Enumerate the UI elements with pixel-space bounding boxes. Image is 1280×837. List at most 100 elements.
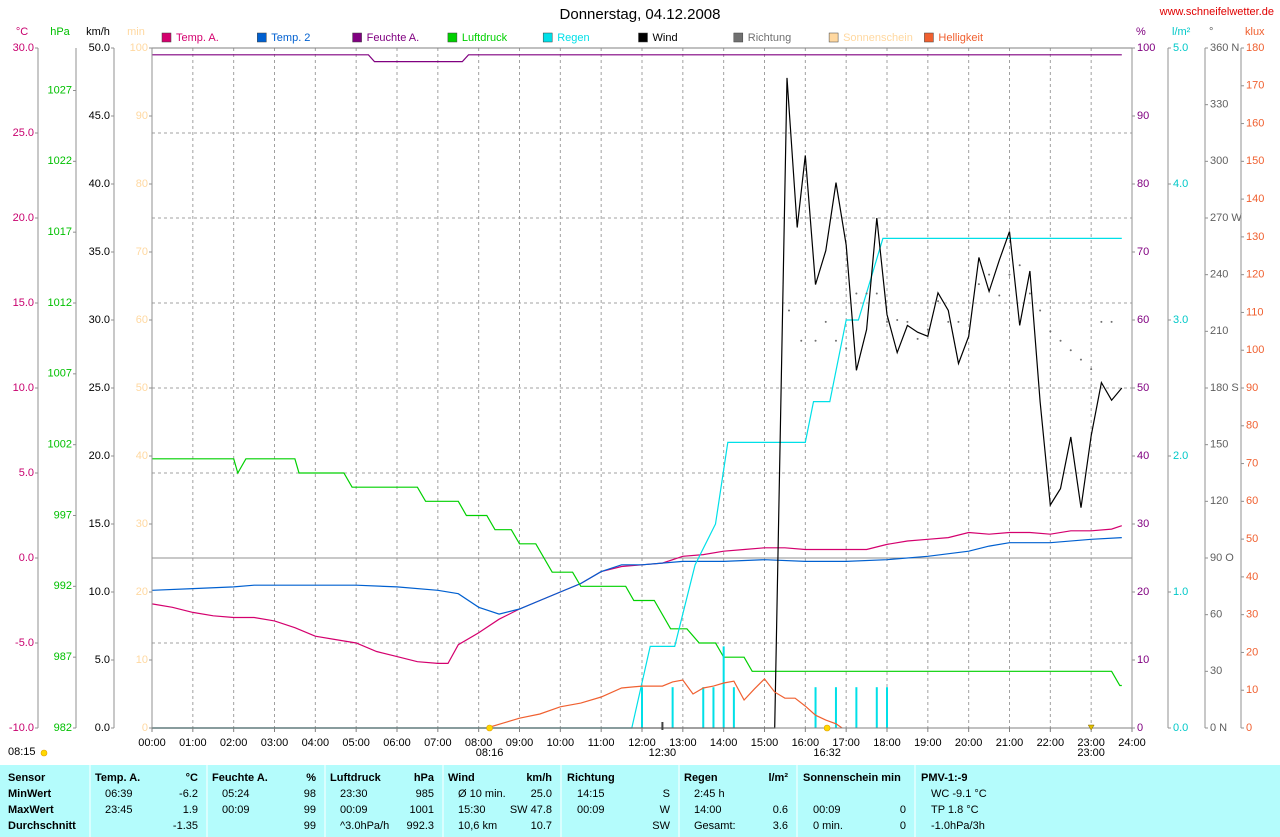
x-tick-label: 12:00 — [628, 737, 656, 749]
x-tick-label: 24:00 — [1118, 737, 1146, 749]
y-tick-label: 45.0 — [89, 110, 110, 122]
y-tick-label: 30.0 — [89, 314, 110, 326]
y-tick-label: 90 — [136, 110, 148, 122]
y-tick-label: 180 — [1246, 42, 1264, 54]
table-header: Regen — [684, 772, 718, 784]
y-tick-label: 60 — [1210, 609, 1222, 621]
table-cell: 06:39 — [105, 788, 133, 800]
direction-dot — [896, 319, 899, 321]
direction-dot — [800, 339, 803, 342]
table-cell: 00:09 — [222, 804, 250, 816]
legend-swatch — [733, 32, 744, 43]
y-tick-label: 40 — [1137, 450, 1149, 462]
y-tick-label: 982 — [54, 722, 72, 734]
y-tick-label: 997 — [54, 509, 72, 521]
table-header: Wind — [448, 772, 475, 784]
y-tick-label: 1.0 — [1173, 586, 1188, 598]
x-tick-label: 15:00 — [751, 737, 779, 749]
y-tick-label: 80 — [136, 178, 148, 190]
series-line — [152, 237, 1122, 729]
rain-bar — [671, 687, 674, 728]
table-header: Feuchte A. — [212, 772, 268, 784]
direction-dot — [957, 320, 960, 323]
rain-bar — [722, 646, 725, 728]
direction-dot — [1059, 339, 1062, 342]
table-cell: 05:24 — [222, 788, 250, 800]
legend-swatch — [352, 32, 362, 43]
event-label: 08:16 — [476, 747, 504, 759]
table-cell: ^3.0hPa/h — [340, 820, 389, 832]
direction-dot — [947, 320, 950, 323]
corner-note: 08:15 — [8, 746, 36, 758]
direction-dot — [1018, 264, 1021, 267]
y-tick-label: 50 — [1246, 533, 1258, 545]
x-tick-label: 18:00 — [873, 737, 901, 749]
axis-title: klux — [1245, 26, 1265, 38]
y-tick-label: 100 — [1246, 344, 1264, 356]
axis-title: hPa — [50, 26, 70, 38]
table-unit: °C — [186, 772, 198, 784]
y-tick-label: 25.0 — [89, 382, 110, 394]
y-tick-label: 5.0 — [95, 654, 110, 666]
y-tick-label: 0 — [142, 722, 148, 734]
y-tick-label: 90 O — [1210, 552, 1234, 564]
y-tick-label: 35.0 — [89, 246, 110, 258]
y-tick-label: 987 — [54, 651, 72, 663]
table-cell: 10.7 — [531, 820, 552, 832]
table-cell: 99 — [304, 804, 316, 816]
legend-label: Wind — [653, 32, 678, 44]
table-header: Temp. A. — [95, 772, 140, 784]
y-tick-label: 25.0 — [13, 127, 34, 139]
x-tick-label: 06:00 — [383, 737, 411, 749]
legend-label: Regen — [557, 32, 589, 44]
y-tick-label: 270 W — [1210, 212, 1242, 224]
direction-dot — [988, 273, 991, 276]
legend-swatch — [638, 32, 648, 43]
direction-dot — [1008, 273, 1011, 276]
legend-swatch — [447, 32, 458, 43]
table-cell: 1001 — [410, 804, 434, 816]
y-tick-label: 0 — [1137, 722, 1143, 734]
table-cell: 3.6 — [773, 820, 788, 832]
table-unit: km/h — [526, 772, 552, 784]
sun-icon — [823, 724, 831, 732]
y-tick-label: 20 — [1137, 586, 1149, 598]
y-tick-label: 20 — [1246, 646, 1258, 658]
series-line — [486, 677, 843, 729]
y-tick-label: 30 — [1137, 518, 1149, 530]
direction-dot — [1049, 330, 1052, 333]
axis-title: min — [127, 26, 145, 38]
table-header: Sensor — [8, 772, 46, 784]
y-tick-label: 992 — [54, 580, 72, 592]
legend-label: Sonnenschein — [843, 32, 913, 44]
table-cell: 10,6 km — [458, 820, 497, 832]
axis-title: °C — [16, 26, 28, 38]
legend-label: Temp. 2 — [271, 32, 310, 44]
direction-dot — [977, 283, 980, 286]
table-cell: -1.35 — [173, 820, 198, 832]
direction-dot — [1028, 292, 1031, 295]
table-cell: 98 — [304, 788, 316, 800]
table-cell: W — [660, 804, 671, 816]
table-cell: 99 — [304, 820, 316, 832]
x-tick-label: 10:00 — [547, 737, 575, 749]
y-tick-label: 60 — [136, 314, 148, 326]
sun-icon — [40, 749, 48, 757]
y-tick-label: 1002 — [48, 439, 72, 451]
x-tick-label: 08:00 — [465, 737, 493, 749]
y-tick-label: 0 N — [1210, 722, 1227, 734]
y-tick-label: -5.0 — [15, 637, 34, 649]
table-header: Richtung — [567, 772, 615, 784]
table-cell: SW 47.8 — [510, 804, 552, 816]
y-tick-label: 170 — [1246, 80, 1264, 92]
chart-title: Donnerstag, 04.12.2008 — [560, 6, 721, 23]
y-tick-label: 50 — [136, 382, 148, 394]
direction-dot — [1039, 309, 1042, 312]
y-tick-label: 70 — [1137, 246, 1149, 258]
y-tick-label: 40.0 — [89, 178, 110, 190]
row-label: MaxWert — [8, 804, 54, 816]
x-tick-label: 16:00 — [792, 737, 820, 749]
table-header: Sonnenschein min — [803, 772, 901, 784]
y-tick-label: 3.0 — [1173, 314, 1188, 326]
y-tick-label: 330 — [1210, 99, 1228, 111]
